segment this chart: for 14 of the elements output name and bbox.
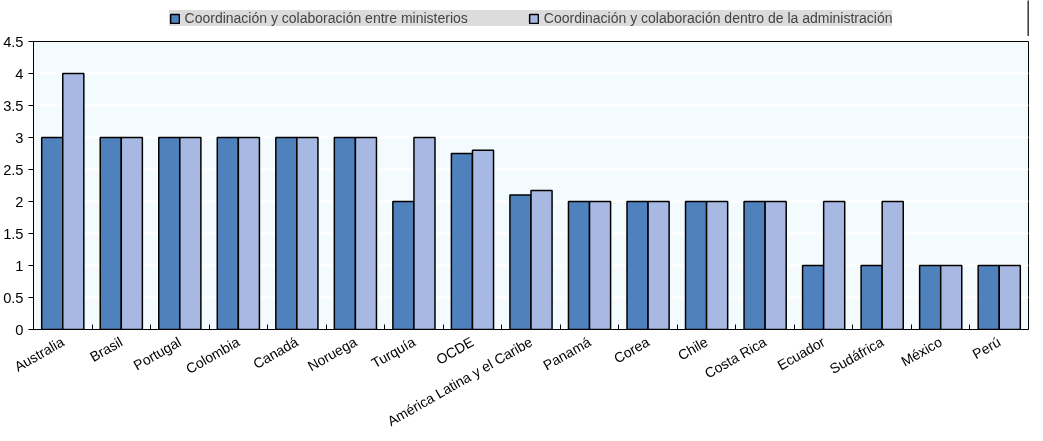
- x-tick-label: Perú: [969, 333, 1004, 363]
- legend-label: Coordinación y colaboración entre ministerios: [184, 10, 468, 26]
- y-tick-label: 3.5: [3, 97, 24, 114]
- y-tick-label: 0.5: [3, 289, 24, 306]
- legend-label: Coordinación y colaboración dentro de la administración: [543, 10, 893, 26]
- y-tick-label: 4.5: [3, 33, 24, 50]
- y-tick-label: 2.5: [3, 161, 24, 178]
- y-tick-label: 2: [15, 193, 24, 210]
- y-tick-label: 1.5: [3, 225, 24, 242]
- x-tick-label: Corea: [610, 333, 653, 367]
- y-tick-label: 0: [15, 321, 24, 338]
- y-tick-label: 3: [15, 129, 24, 146]
- y-tick-label: 4: [15, 65, 24, 82]
- y-tick-label: 1: [15, 257, 24, 274]
